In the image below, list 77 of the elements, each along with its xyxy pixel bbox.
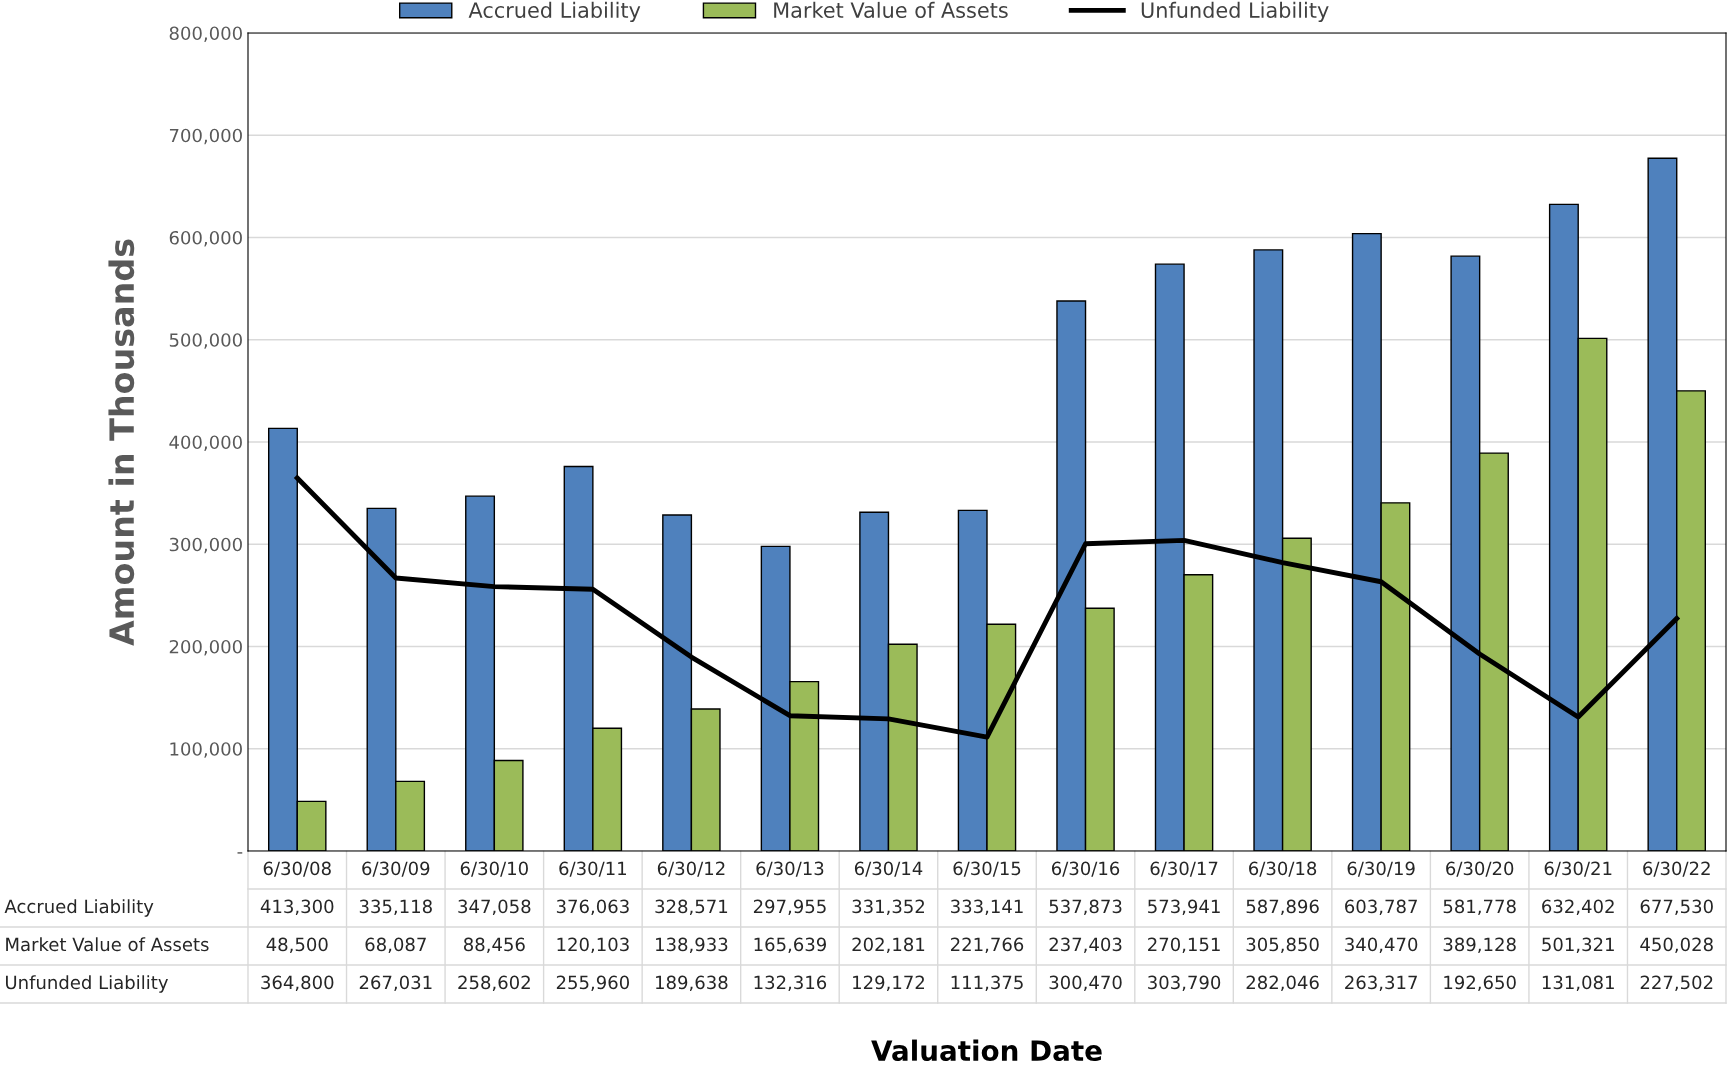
data-label: 297,955 xyxy=(753,899,826,916)
x-tick-label: 6/30/10 xyxy=(460,861,528,877)
data-label: 129,172 xyxy=(853,975,924,992)
y-tick-label: 100,000 xyxy=(170,742,242,758)
data-label: 450,028 xyxy=(1640,937,1713,954)
data-label: 192,650 xyxy=(1444,975,1516,992)
x-tick-label: 6/30/18 xyxy=(1249,861,1317,877)
data-label: 267,031 xyxy=(359,975,432,992)
data-label: 573,941 xyxy=(1148,899,1220,916)
x-tick-label: 6/30/13 xyxy=(756,861,824,877)
data-label: 677,530 xyxy=(1640,899,1713,916)
y-tick-label: 200,000 xyxy=(169,639,242,656)
text: Valuation Date xyxy=(871,1039,1102,1062)
x-tick-label: 6/30/14 xyxy=(854,861,923,877)
data-label: 255,960 xyxy=(556,975,629,992)
x-tick-label: 6/30/16 xyxy=(1051,861,1120,877)
data-label: 603,787 xyxy=(1345,899,1417,916)
data-label: 68,087 xyxy=(365,937,426,954)
y-axis-title: Amount in Thousands xyxy=(108,239,135,646)
data-label: 537,873 xyxy=(1049,899,1122,916)
data-label: 165,639 xyxy=(754,937,826,954)
data-label: 376,063 xyxy=(556,899,629,916)
data-label: 581,778 xyxy=(1443,899,1516,916)
data-label: 501,321 xyxy=(1542,937,1614,954)
data-label: 270,151 xyxy=(1148,937,1220,954)
data-label: 138,933 xyxy=(656,937,728,954)
x-tick-label: 6/30/19 xyxy=(1347,861,1415,877)
data-label: 88,456 xyxy=(463,937,525,954)
x-tick-label: 6/30/12 xyxy=(657,861,725,877)
data-label: 202,181 xyxy=(852,937,925,954)
data-label: 632,402 xyxy=(1542,899,1614,916)
text: Unfunded Liability xyxy=(6,975,168,993)
legend-label: Unfunded Liability xyxy=(1141,1,1329,23)
data-label: 282,046 xyxy=(1246,975,1319,992)
data-label: 335,118 xyxy=(359,899,432,916)
data-label: 221,766 xyxy=(950,937,1024,954)
data-label: 120,103 xyxy=(557,937,629,954)
y-tick-label: 600,000 xyxy=(169,230,242,247)
data-label: 300,470 xyxy=(1049,975,1122,992)
x-tick-label: 6/30/17 xyxy=(1150,861,1218,877)
legend-label: Market Value of Assets xyxy=(774,1,1008,18)
x-tick-label: 6/30/21 xyxy=(1544,861,1612,877)
data-label: 258,602 xyxy=(458,975,530,992)
data-label: 132,316 xyxy=(754,975,827,992)
y-tick-label: 800,000 xyxy=(169,26,242,42)
data-label: 48,500 xyxy=(266,937,328,954)
text: Accrued Liability xyxy=(4,899,154,917)
data-label: 389,128 xyxy=(1443,937,1516,954)
y-tick-label: 400,000 xyxy=(169,435,242,451)
data-label: 131,081 xyxy=(1542,975,1614,992)
y-tick-label: - xyxy=(237,852,243,854)
data-label: 305,850 xyxy=(1246,937,1319,954)
data-label: 333,141 xyxy=(951,899,1023,916)
data-label: 303,790 xyxy=(1148,975,1221,992)
data-label: 328,571 xyxy=(655,899,728,916)
data-label: 340,470 xyxy=(1345,937,1418,954)
data-label: 331,352 xyxy=(852,899,924,916)
x-tick-label: 6/30/22 xyxy=(1643,861,1710,877)
x-tick-label: 6/30/11 xyxy=(559,861,626,877)
y-tick-label: 700,000 xyxy=(169,128,242,145)
data-label: 237,403 xyxy=(1049,937,1122,954)
y-tick-label: 300,000 xyxy=(169,537,242,554)
data-label: 413,300 xyxy=(260,899,334,916)
x-tick-label: 6/30/08 xyxy=(263,861,331,877)
data-label: 111,375 xyxy=(951,975,1023,992)
x-tick-label: 6/30/20 xyxy=(1446,861,1514,877)
data-label: 263,317 xyxy=(1345,975,1417,992)
data-label: 189,638 xyxy=(656,975,728,992)
data-label: 347,058 xyxy=(458,899,531,916)
x-tick-label: 6/30/15 xyxy=(953,861,1021,877)
data-label: 364,800 xyxy=(261,975,334,992)
x-tick-label: 6/30/09 xyxy=(362,861,430,877)
data-label: 227,502 xyxy=(1640,975,1713,992)
y-tick-label: 500,000 xyxy=(169,333,242,349)
legend-label: Accrued Liability xyxy=(468,1,641,23)
text: Market Value of Assets xyxy=(6,937,209,952)
data-label: 587,896 xyxy=(1246,899,1319,916)
